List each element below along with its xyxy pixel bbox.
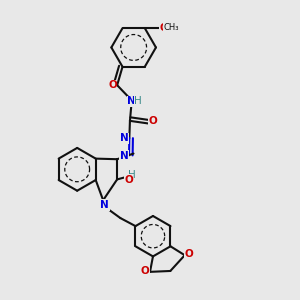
Text: H: H [134, 96, 142, 106]
Text: N: N [127, 96, 136, 106]
Text: O: O [184, 249, 193, 259]
Text: N: N [100, 200, 109, 210]
Text: CH₃: CH₃ [164, 23, 179, 32]
Text: O: O [141, 266, 150, 276]
Text: O: O [149, 116, 158, 126]
Text: N: N [120, 151, 129, 160]
Text: H: H [128, 170, 135, 180]
Text: O: O [108, 80, 117, 91]
Text: N: N [120, 134, 129, 143]
Text: O: O [124, 175, 133, 185]
Text: O: O [159, 23, 168, 33]
